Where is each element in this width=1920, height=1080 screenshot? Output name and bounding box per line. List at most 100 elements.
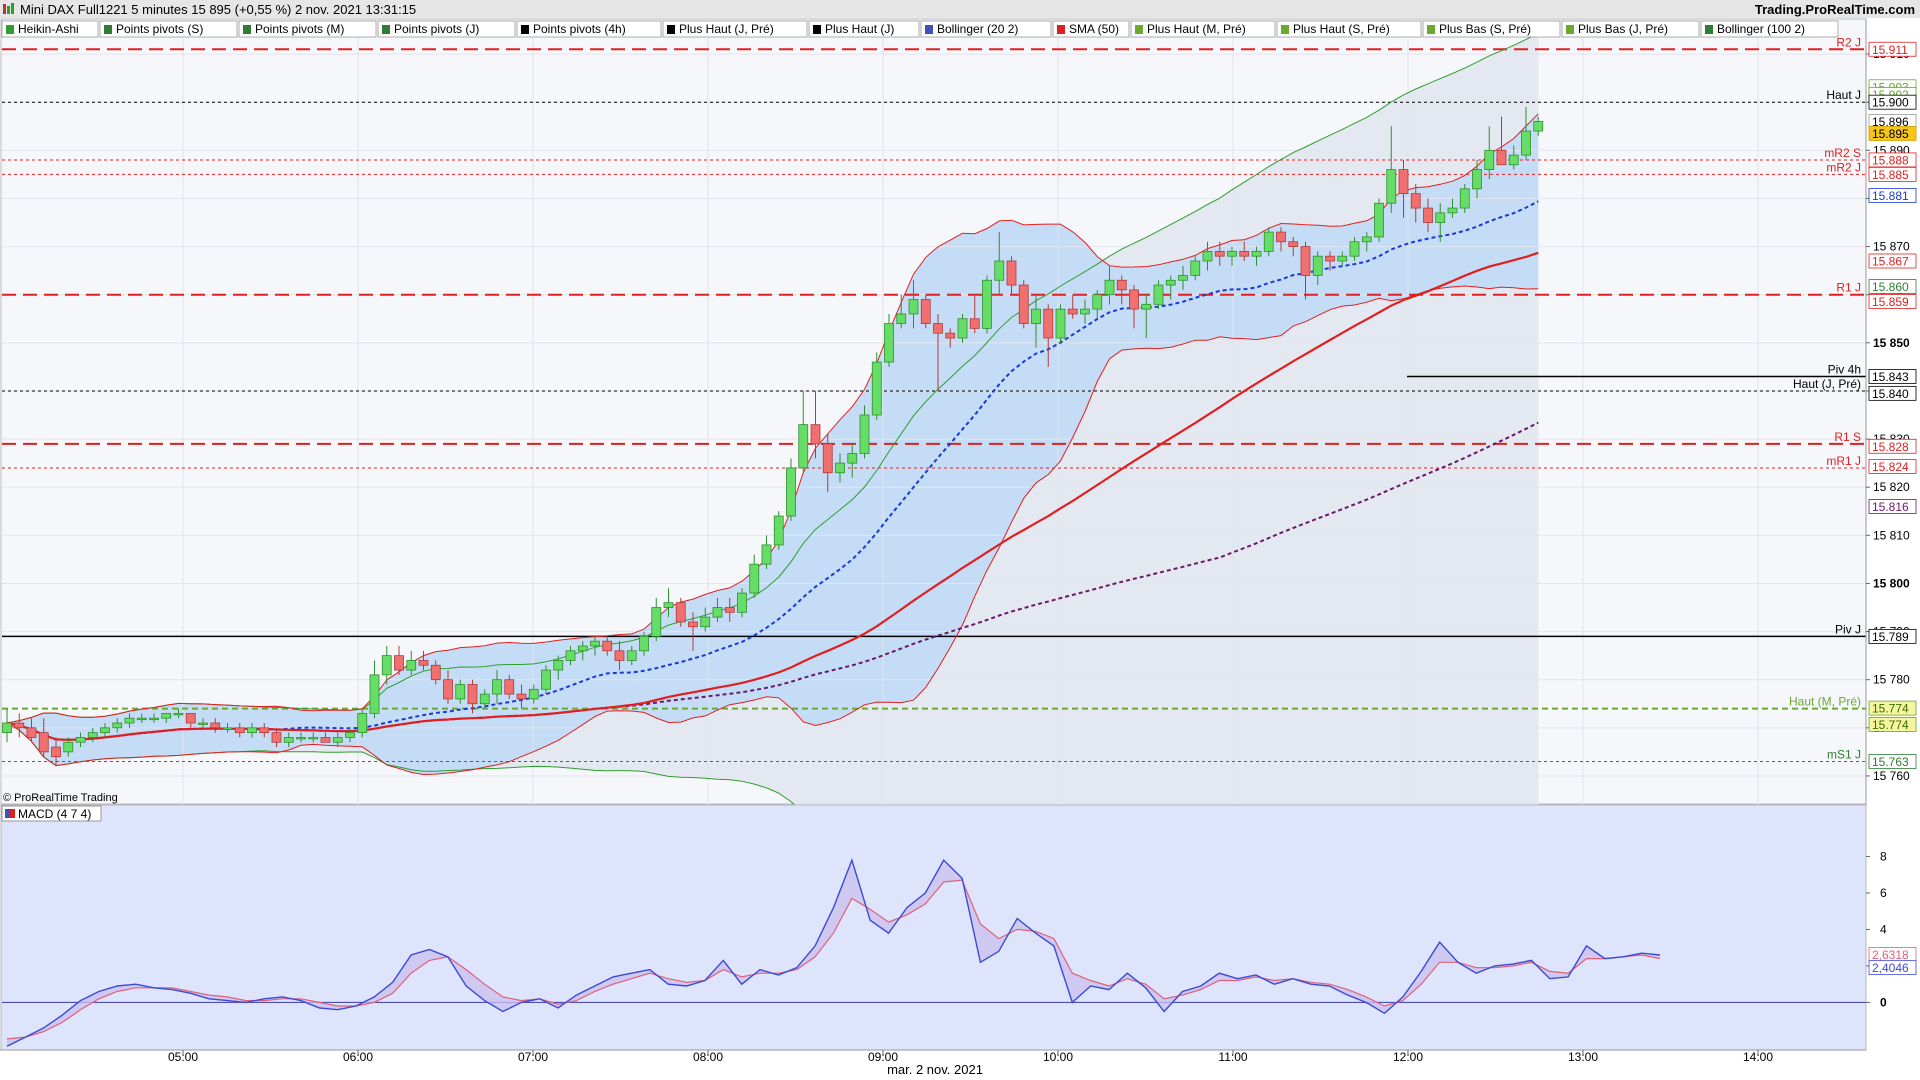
candle[interactable] <box>14 713 25 738</box>
candle[interactable] <box>198 718 208 728</box>
candle[interactable] <box>1435 203 1446 242</box>
candle[interactable] <box>1300 241 1311 300</box>
indicator-legend[interactable]: Heikin-Ashi Points pivots (S) Points pivot… <box>1 20 1839 38</box>
candle[interactable] <box>1202 241 1213 271</box>
candle[interactable] <box>1165 275 1176 300</box>
candle[interactable] <box>124 713 135 728</box>
candle[interactable] <box>406 650 417 675</box>
candle[interactable] <box>222 723 233 733</box>
candle[interactable] <box>479 689 490 709</box>
candle[interactable] <box>394 646 404 675</box>
candle[interactable] <box>896 294 907 329</box>
candle[interactable] <box>516 684 527 709</box>
candle[interactable] <box>1263 227 1274 257</box>
candle[interactable] <box>553 655 564 680</box>
candle[interactable] <box>320 732 331 743</box>
candle[interactable] <box>443 670 453 704</box>
candle[interactable] <box>381 646 392 685</box>
candle[interactable] <box>1043 304 1054 367</box>
candle[interactable] <box>773 511 784 550</box>
candle[interactable] <box>1361 232 1372 252</box>
candle[interactable] <box>87 727 98 743</box>
candle[interactable] <box>51 737 61 767</box>
candle[interactable] <box>969 294 980 334</box>
candle[interactable] <box>234 723 245 738</box>
candle[interactable] <box>994 232 1005 295</box>
candle[interactable] <box>761 535 772 569</box>
legend-item[interactable]: Points pivots (4h) <box>516 20 662 38</box>
candle[interactable] <box>602 636 613 656</box>
candle[interactable] <box>1276 227 1286 252</box>
candle[interactable] <box>675 597 686 627</box>
candle[interactable] <box>639 631 649 656</box>
candle[interactable] <box>2 708 12 743</box>
candle[interactable] <box>345 727 355 743</box>
candle[interactable] <box>185 712 196 728</box>
candle[interactable] <box>1349 236 1360 261</box>
legend-item[interactable]: Heikin-Ashi <box>1 20 99 38</box>
legend-item[interactable]: Bollinger (20 2) <box>920 20 1052 38</box>
candle[interactable] <box>688 612 698 651</box>
candle[interactable] <box>1055 304 1066 343</box>
candle[interactable] <box>504 674 515 699</box>
candle[interactable] <box>835 453 845 483</box>
candle[interactable] <box>1521 107 1531 160</box>
legend-item[interactable]: Plus Haut (J) <box>808 20 920 38</box>
candle[interactable] <box>798 390 809 473</box>
candle[interactable] <box>1312 251 1323 286</box>
candle[interactable] <box>1129 285 1139 329</box>
heikin-ashi-candles[interactable] <box>2 107 1544 767</box>
candle[interactable] <box>1484 126 1495 180</box>
legend-item[interactable]: Points pivots (S) <box>99 20 238 38</box>
candle[interactable] <box>1178 265 1188 290</box>
candle[interactable] <box>859 405 870 459</box>
candle[interactable] <box>884 313 894 367</box>
candle[interactable] <box>271 727 282 748</box>
candle[interactable] <box>700 607 711 632</box>
candle[interactable] <box>1410 184 1421 223</box>
candle[interactable] <box>1067 294 1078 319</box>
candle[interactable] <box>822 434 833 492</box>
candle[interactable] <box>737 588 747 618</box>
candle[interactable] <box>626 646 637 666</box>
candle[interactable] <box>467 679 478 714</box>
candle[interactable] <box>920 294 931 329</box>
candle[interactable] <box>63 737 74 757</box>
candle[interactable] <box>418 650 429 671</box>
candle[interactable] <box>1239 241 1250 261</box>
candle[interactable] <box>614 641 625 671</box>
candle[interactable] <box>26 718 37 743</box>
candle[interactable] <box>1006 256 1017 295</box>
candle[interactable] <box>1288 236 1299 257</box>
candle[interactable] <box>296 732 306 743</box>
candle[interactable] <box>247 723 257 738</box>
candle[interactable] <box>663 588 674 618</box>
candle[interactable] <box>908 280 919 329</box>
candle[interactable] <box>565 646 576 666</box>
candle[interactable] <box>1398 159 1409 218</box>
candle[interactable] <box>161 712 172 723</box>
candle[interactable] <box>933 313 943 391</box>
candle[interactable] <box>590 636 600 656</box>
candle[interactable] <box>1141 294 1152 338</box>
candle[interactable] <box>1227 246 1237 266</box>
candle[interactable] <box>430 660 441 685</box>
candle[interactable] <box>38 718 49 757</box>
candle[interactable] <box>1104 265 1115 305</box>
candle[interactable] <box>1423 198 1433 233</box>
candle[interactable] <box>210 718 221 733</box>
candle[interactable] <box>308 732 319 743</box>
candle[interactable] <box>541 665 551 695</box>
candle[interactable] <box>982 275 992 334</box>
candle[interactable] <box>100 723 110 738</box>
candle[interactable] <box>786 458 796 521</box>
candle[interactable] <box>1447 198 1458 218</box>
candle[interactable] <box>259 723 270 738</box>
legend-item[interactable]: Plus Bas (S, Pré) <box>1422 20 1561 38</box>
candle[interactable] <box>1374 198 1384 242</box>
legend-item[interactable]: Plus Haut (S, Pré) <box>1276 20 1422 38</box>
macd-legend-chip[interactable]: MACD (4 7 4) <box>1 805 102 822</box>
legend-item[interactable]: SMA (50) <box>1052 20 1130 38</box>
candle[interactable] <box>1533 116 1544 136</box>
